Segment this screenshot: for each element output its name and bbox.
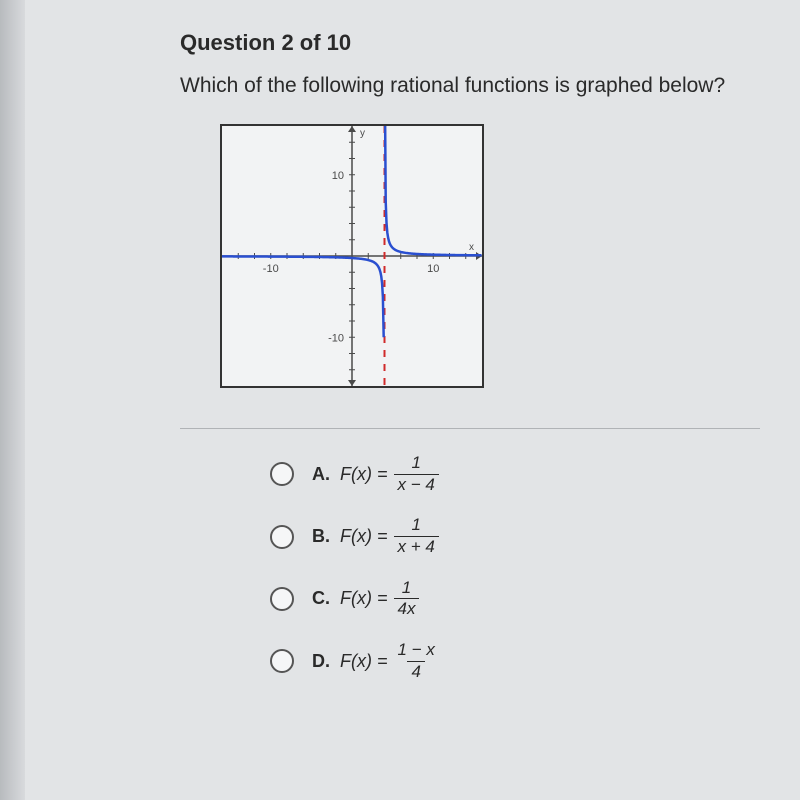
options-list: A.F(x) = 1x − 4B.F(x) = 1x + 4C.F(x) = 1… bbox=[180, 454, 760, 682]
fraction: 1x + 4 bbox=[394, 516, 439, 556]
radio-button[interactable] bbox=[270, 649, 294, 673]
option-row[interactable]: B. F(x) = 1x + 4 bbox=[270, 516, 760, 556]
function-lhs: F(x) = bbox=[340, 651, 388, 672]
option-row[interactable]: A. F(x) = 1x − 4 bbox=[270, 454, 760, 494]
option-letter: D. bbox=[312, 651, 330, 672]
svg-text:-10: -10 bbox=[328, 332, 344, 344]
function-lhs: F(x) = bbox=[340, 464, 388, 485]
option-function: F(x) = 14x bbox=[340, 579, 419, 619]
fraction: 14x bbox=[394, 579, 420, 619]
question-header: Question 2 of 10 bbox=[180, 30, 760, 56]
fraction-denominator: x − 4 bbox=[394, 474, 439, 495]
radio-button[interactable] bbox=[270, 462, 294, 486]
option-letter: C. bbox=[312, 588, 330, 609]
divider bbox=[180, 428, 760, 429]
option-function: F(x) = 1x + 4 bbox=[340, 516, 439, 556]
option-row[interactable]: D. F(x) = 1 − x4 bbox=[270, 641, 760, 681]
radio-button[interactable] bbox=[270, 525, 294, 549]
option-function: F(x) = 1 − x4 bbox=[340, 641, 439, 681]
svg-text:10: 10 bbox=[332, 170, 344, 182]
graph-container: 10 -10 10 -10 y x bbox=[220, 124, 484, 388]
fraction-denominator: 4 bbox=[407, 661, 424, 682]
option-letter: B. bbox=[312, 526, 330, 547]
function-lhs: F(x) = bbox=[340, 588, 388, 609]
fraction-denominator: x + 4 bbox=[394, 536, 439, 557]
fraction-numerator: 1 bbox=[398, 579, 415, 599]
graph-svg: 10 -10 10 -10 y x bbox=[222, 126, 482, 386]
fraction: 1 − x4 bbox=[394, 641, 439, 681]
radio-button[interactable] bbox=[270, 587, 294, 611]
svg-text:y: y bbox=[360, 128, 365, 139]
fraction-numerator: 1 − x bbox=[394, 641, 439, 661]
fraction-denominator: 4x bbox=[394, 598, 420, 619]
fraction-numerator: 1 bbox=[407, 454, 424, 474]
svg-text:x: x bbox=[469, 242, 474, 253]
function-lhs: F(x) = bbox=[340, 526, 388, 547]
fraction: 1x − 4 bbox=[394, 454, 439, 494]
option-row[interactable]: C. F(x) = 14x bbox=[270, 579, 760, 619]
question-prompt: Which of the following rational function… bbox=[180, 74, 760, 98]
quiz-page: Question 2 of 10 Which of the following … bbox=[0, 0, 800, 800]
svg-text:-10: -10 bbox=[263, 263, 279, 275]
fraction-numerator: 1 bbox=[407, 516, 424, 536]
option-letter: A. bbox=[312, 464, 330, 485]
option-function: F(x) = 1x − 4 bbox=[340, 454, 439, 494]
svg-text:10: 10 bbox=[427, 263, 439, 275]
